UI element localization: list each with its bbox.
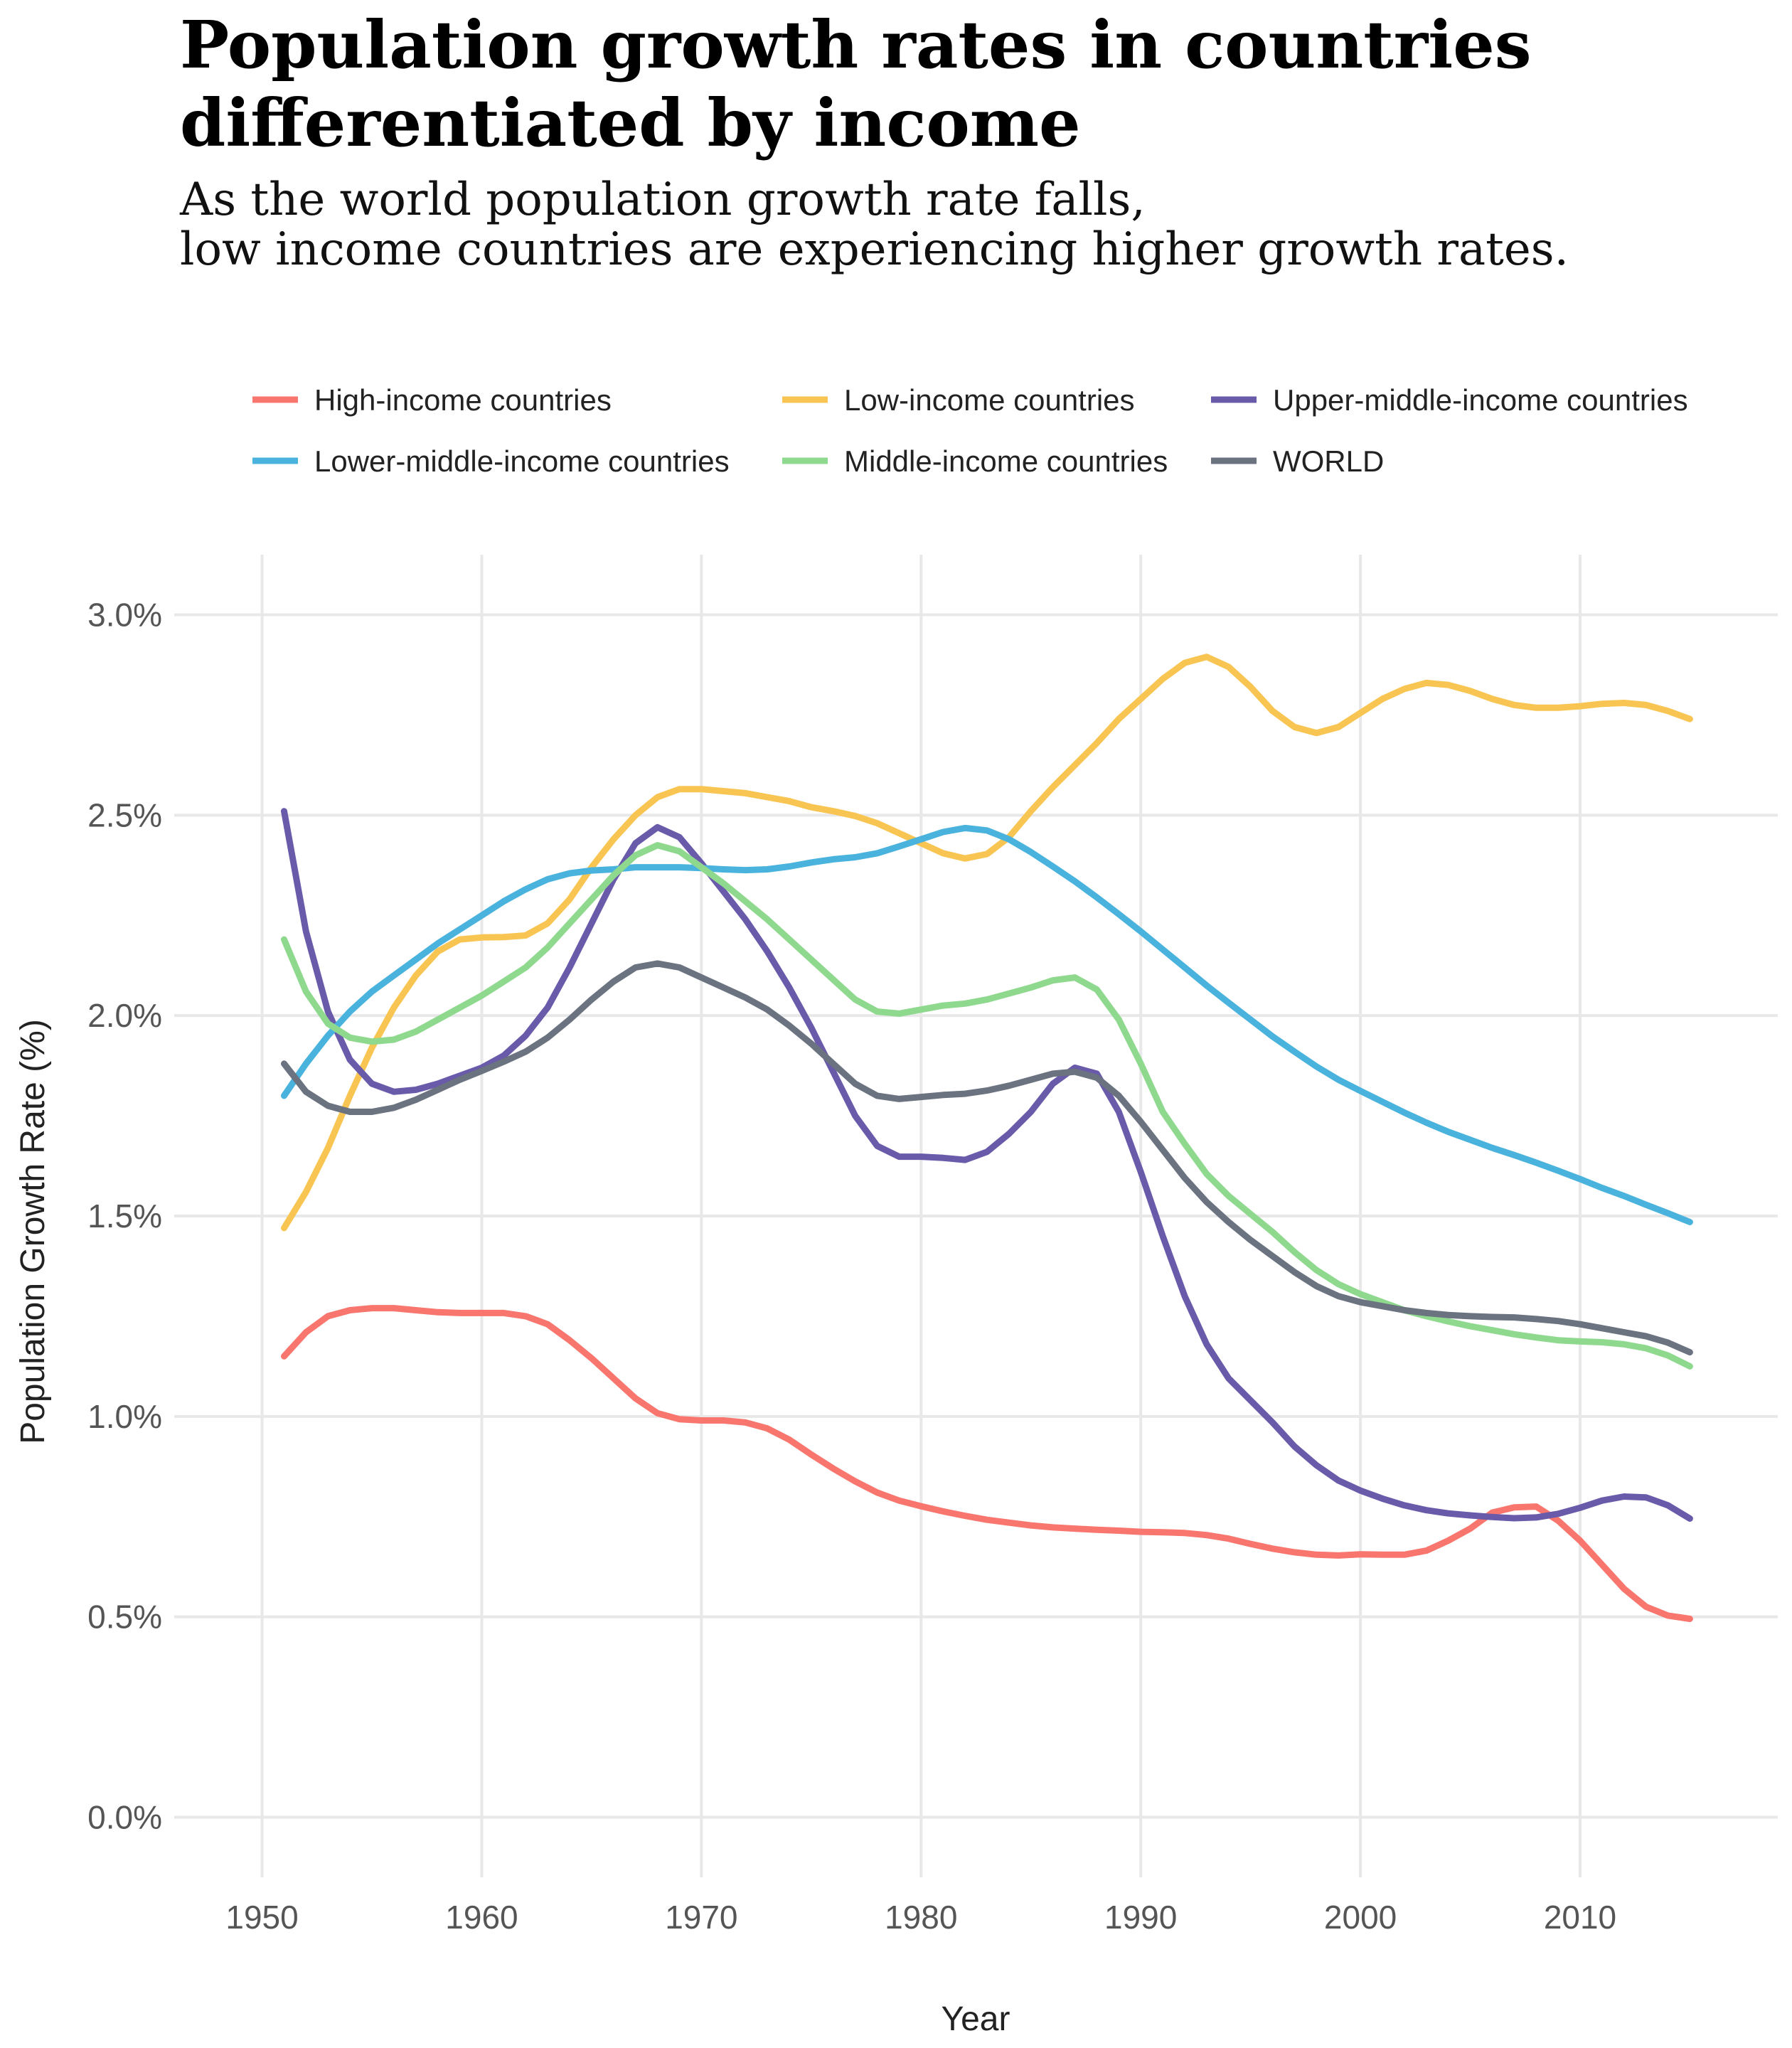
legend-label-lower-middle-income-countries: Lower-middle-income countries xyxy=(314,444,730,478)
series-line-world xyxy=(281,960,1693,1356)
chart-title-line-1: Population growth rates in countries xyxy=(180,6,1532,83)
x-tick-label-1990: 1990 xyxy=(1104,1899,1177,1936)
series-line-low-income-countries xyxy=(281,654,1693,1232)
x-tick-label-1980: 1980 xyxy=(885,1899,957,1936)
y-axis-ticks: 0.0% 0.5% 1.0% 1.5% 2.0% 2.5% 3.0% xyxy=(87,597,162,1836)
y-axis-title: Population Growth Rate (%) xyxy=(14,1019,52,1444)
legend-label-high-income-countries: High-income countries xyxy=(314,383,612,417)
gridlines xyxy=(174,555,1778,1877)
chart-title-line-2: differentiated by income xyxy=(180,85,1081,161)
y-tick-label-2: 1.0% xyxy=(87,1398,162,1435)
series-line-upper-middle-income-countries xyxy=(281,808,1693,1522)
legend-label-middle-income-countries: Middle-income countries xyxy=(844,444,1168,478)
x-tick-label-2000: 2000 xyxy=(1324,1899,1397,1936)
y-tick-label-4: 2.0% xyxy=(87,997,162,1034)
legend-label-upper-middle-income-countries: Upper-middle-income countries xyxy=(1273,383,1688,417)
series-lines xyxy=(281,654,1693,1622)
y-tick-label-6: 3.0% xyxy=(87,597,162,634)
x-axis-ticks: 1950 1960 1970 1980 1990 2000 2010 xyxy=(225,1899,1616,1936)
y-tick-label-0: 0.0% xyxy=(87,1798,162,1835)
y-tick-label-1: 0.5% xyxy=(87,1599,162,1636)
y-tick-label-5: 2.5% xyxy=(87,796,162,833)
x-tick-label-1970: 1970 xyxy=(665,1899,737,1936)
x-tick-label-2010: 2010 xyxy=(1544,1899,1616,1936)
legend-label-low-income-countries: Low-income countries xyxy=(844,383,1135,417)
series-line-middle-income-countries xyxy=(281,842,1693,1370)
legend-label-world: WORLD xyxy=(1273,444,1384,478)
series-line-high-income-countries xyxy=(281,1305,1693,1622)
x-tick-label-1960: 1960 xyxy=(445,1899,518,1936)
chart-subtitle-line-1: As the world population growth rate fall… xyxy=(179,174,1146,226)
x-tick-label-1950: 1950 xyxy=(225,1899,298,1936)
series-line-lower-middle-income-countries xyxy=(281,824,1693,1225)
x-axis-title: Year xyxy=(942,2000,1010,2038)
y-tick-label-3: 1.5% xyxy=(87,1198,162,1234)
legend: High-income countries Low-income countrie… xyxy=(252,383,1688,478)
chart-subtitle-line-2: low income countries are experiencing hi… xyxy=(180,223,1569,276)
